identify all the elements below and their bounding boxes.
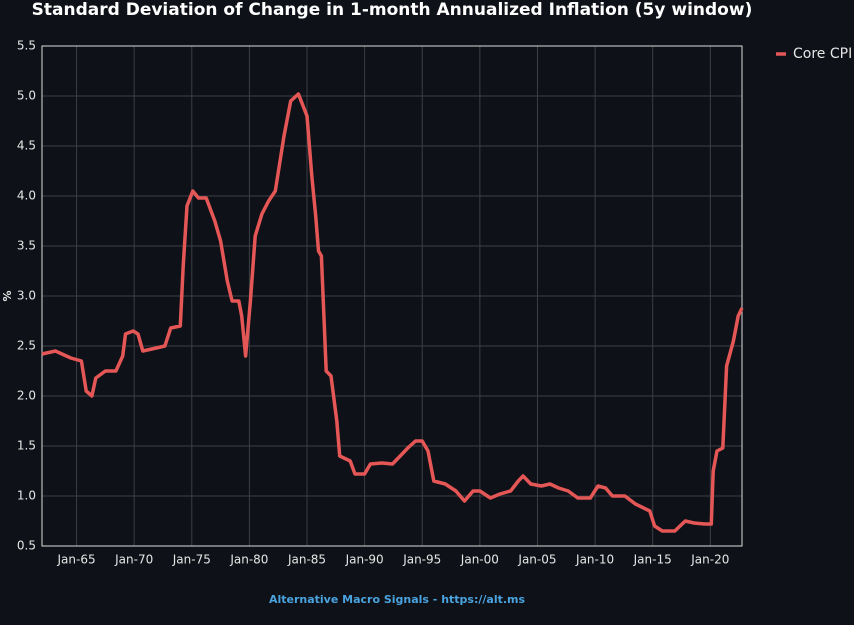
x-tick-label: Jan-75 [172, 553, 211, 567]
x-tick-label: Jan-90 [345, 553, 384, 567]
y-tick-label: 4.5 [17, 139, 36, 153]
y-tick-label: 3.0 [17, 289, 36, 303]
x-tick-label: Jan-95 [402, 553, 441, 567]
y-tick-label: 3.5 [17, 239, 36, 253]
x-tick-label: Jan-85 [287, 553, 326, 567]
y-tick-label: 1.0 [17, 489, 36, 503]
x-tick-label: Jan-65 [57, 553, 96, 567]
x-tick-label: Jan-15 [633, 553, 672, 567]
legend-label: Core CPI [793, 46, 852, 62]
y-tick-label: 4.0 [17, 189, 36, 203]
y-tick-label: 2.5 [17, 339, 36, 353]
y-tick-label: 0.5 [17, 539, 36, 553]
y-tick-label: 5.5 [17, 39, 36, 53]
y-tick-label: 1.5 [17, 439, 36, 453]
chart-title: Standard Deviation of Change in 1-month … [32, 0, 753, 20]
x-tick-label: Jan-80 [229, 553, 268, 567]
x-tick-label: Jan-70 [114, 553, 153, 567]
y-tick-label: 2.0 [17, 389, 36, 403]
y-axis-label: % [1, 290, 14, 301]
x-tick-label: Jan-05 [517, 553, 556, 567]
x-tick-label: Jan-20 [690, 553, 729, 567]
y-tick-label: 5.0 [17, 89, 36, 103]
plot-frame [41, 45, 743, 547]
source: Alternative Macro Signals - https://alt.… [269, 593, 526, 606]
x-tick-label: Jan-10 [575, 553, 614, 567]
line [41, 92, 744, 533]
x-tick-label: Jan-00 [460, 553, 499, 567]
